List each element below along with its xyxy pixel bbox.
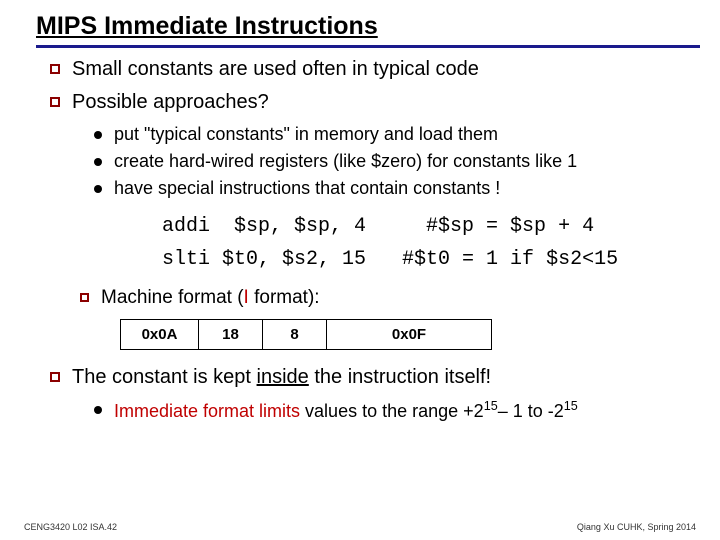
exp1: 15 (484, 399, 498, 413)
rs-cell: 18 (199, 320, 263, 350)
bullet-level2: Immediate format limits values to the ra… (94, 399, 702, 422)
format-table: 0x0A 18 8 0x0F (120, 319, 492, 350)
bullet1-text: Small constants are used often in typica… (72, 58, 479, 81)
rt-cell: 8 (263, 320, 327, 350)
exp2: 15 (564, 399, 578, 413)
square-bullet-icon (50, 372, 60, 382)
bullet-level1: Possible approaches? (50, 91, 702, 114)
mf-pre: Machine format ( (101, 287, 244, 308)
sub2-text: create hard-wired registers (like $zero)… (114, 151, 577, 172)
square-bullet-icon (50, 64, 60, 74)
sub1-text: put "typical constants" in memory and lo… (114, 124, 498, 145)
code-line-1: addi $sp, $sp, 4 #$sp = $sp + 4 (162, 215, 702, 238)
square-bullet-icon (80, 293, 89, 302)
sub3-text: have special instructions that contain c… (114, 178, 500, 199)
disc-bullet-icon (94, 131, 102, 139)
mf-post: format): (249, 287, 320, 308)
disc-bullet-icon (94, 185, 102, 193)
bullet2-text: Possible approaches? (72, 91, 269, 114)
disc-bullet-icon (94, 158, 102, 166)
limits: limits (259, 401, 300, 421)
range-mid2: – 1 to -2 (498, 401, 564, 421)
range-mid: values to the range +2 (300, 401, 484, 421)
bullet-level1: Small constants are used often in typica… (50, 58, 702, 81)
title-rule (36, 45, 700, 48)
b3-inside: inside (257, 366, 309, 388)
machine-format-line: Machine format (I format): (50, 287, 702, 309)
code-line-2: slti $t0, $s2, 15 #$t0 = 1 if $s2<15 (162, 248, 702, 271)
b3-post: the instruction itself! (309, 366, 491, 388)
bullet-level1: The constant is kept inside the instruct… (50, 366, 702, 389)
slide-title: MIPS Immediate Instructions (0, 0, 720, 45)
imm-cell: 0x0F (327, 320, 492, 350)
disc-bullet-icon (94, 406, 102, 414)
bullet-level2: have special instructions that contain c… (94, 178, 702, 199)
footer-right: Qiang Xu CUHK, Spring 2014 (577, 522, 696, 532)
b3-pre: The constant is kept (72, 366, 257, 388)
bullet3-text: The constant is kept inside the instruct… (72, 366, 491, 389)
square-bullet-icon (50, 97, 60, 107)
bullet-level2: put "typical constants" in memory and lo… (94, 124, 702, 145)
range-text: Immediate format limits values to the ra… (114, 399, 578, 422)
code-block: addi $sp, $sp, 4 #$sp = $sp + 4 slti $t0… (50, 215, 702, 271)
bullet-level2: create hard-wired registers (like $zero)… (94, 151, 702, 172)
instruction-format-table: 0x0A 18 8 0x0F (50, 319, 702, 350)
machine-format-text: Machine format (I format): (101, 287, 320, 309)
imm-fmt: Immediate format (114, 401, 259, 421)
sub-bullets: put "typical constants" in memory and lo… (50, 124, 702, 199)
sub-bullets-2: Immediate format limits values to the ra… (50, 399, 702, 422)
opcode-cell: 0x0A (121, 320, 199, 350)
content-area: Small constants are used often in typica… (0, 58, 720, 422)
footer-left: CENG3420 L02 ISA.42 (24, 522, 117, 532)
